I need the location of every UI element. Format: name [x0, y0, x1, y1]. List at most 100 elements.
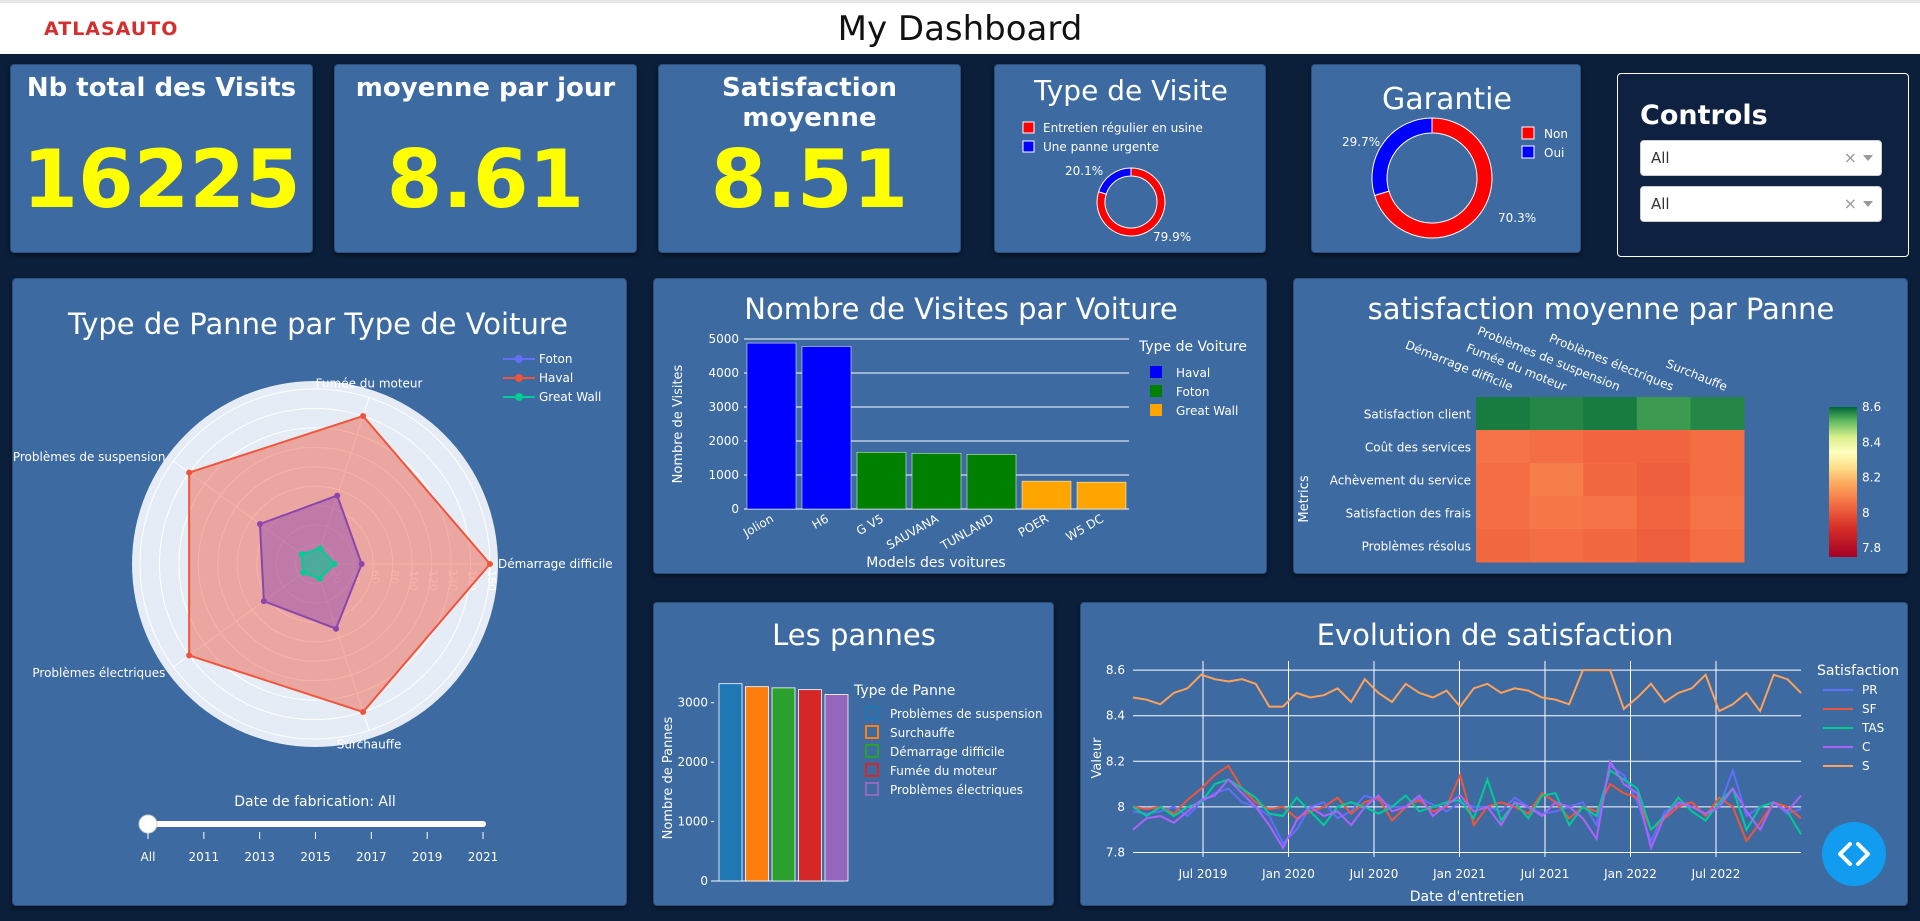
legend-marker[interactable]	[515, 374, 523, 382]
radar-point[interactable]	[487, 561, 493, 567]
heatmap-cell[interactable]	[1583, 397, 1638, 431]
filter-select-2[interactable]: All ×	[1640, 186, 1882, 222]
chevron-down-icon[interactable]	[1863, 155, 1873, 161]
donut-slice[interactable]	[1096, 167, 1166, 237]
radar-point[interactable]	[360, 708, 367, 715]
heatmap-cell[interactable]	[1583, 463, 1638, 497]
legend-swatch[interactable]	[1150, 366, 1162, 378]
bar[interactable]	[856, 451, 907, 510]
slider-tick-label[interactable]: 2015	[300, 850, 331, 864]
radar-point[interactable]	[186, 652, 193, 659]
heatmap-cell[interactable]	[1583, 496, 1638, 530]
radar-point[interactable]	[260, 598, 267, 605]
legend-label[interactable]: Fumée du moteur	[890, 764, 997, 778]
bar[interactable]	[1076, 481, 1127, 510]
legend-label[interactable]: Démarrage difficile	[890, 745, 1005, 759]
legend-marker[interactable]	[515, 393, 523, 401]
legend-swatch[interactable]	[865, 725, 879, 739]
heatmap-cell[interactable]	[1636, 430, 1691, 464]
legend-swatch[interactable]	[1022, 140, 1035, 153]
donut-slice[interactable]	[1371, 117, 1433, 197]
radar-point[interactable]	[358, 561, 365, 567]
radar-point[interactable]	[334, 492, 341, 499]
radar-series-great-wall[interactable]	[300, 547, 336, 580]
slider-tick-label[interactable]: 2011	[189, 850, 220, 864]
radar-point[interactable]	[298, 551, 305, 558]
legend-non[interactable]: Non	[1544, 127, 1568, 141]
series-line-s[interactable]	[1132, 669, 1802, 714]
series-line-tas[interactable]	[1132, 768, 1802, 835]
bar[interactable]	[745, 686, 769, 882]
legend-label[interactable]: C	[1862, 740, 1870, 754]
heatmap-cell[interactable]	[1476, 463, 1531, 497]
legend-swatch[interactable]	[865, 744, 879, 758]
radar-point[interactable]	[331, 561, 338, 567]
slider-tick-label[interactable]: 2017	[356, 850, 387, 864]
donut-slice[interactable]	[1097, 167, 1132, 195]
heatmap-cell[interactable]	[1529, 430, 1584, 464]
legend-label[interactable]: PR	[1862, 683, 1878, 697]
clear-icon[interactable]: ×	[1843, 194, 1857, 213]
heatmap-cell[interactable]	[1476, 529, 1531, 563]
legend-oui[interactable]: Oui	[1544, 146, 1564, 160]
bar[interactable]	[771, 687, 796, 882]
heatmap-cell[interactable]	[1636, 463, 1691, 497]
legend-label[interactable]: Haval	[539, 371, 573, 385]
clear-icon[interactable]: ×	[1843, 148, 1857, 167]
legend-label[interactable]: Haval	[1176, 366, 1210, 380]
radar-point[interactable]	[316, 575, 323, 582]
type-visite-donut[interactable]	[1096, 167, 1166, 237]
bar[interactable]	[801, 346, 852, 510]
radar-point[interactable]	[360, 413, 367, 420]
bar[interactable]	[1021, 480, 1072, 510]
legend-label[interactable]: SF	[1862, 702, 1877, 716]
legend-label[interactable]: S	[1862, 759, 1870, 773]
legend-label[interactable]: Problèmes électriques	[890, 783, 1023, 797]
heatmap-cell[interactable]	[1529, 496, 1584, 530]
slider-tick-label[interactable]: 2021	[468, 850, 499, 864]
legend-swatch[interactable]	[1022, 121, 1035, 134]
legend-swatch[interactable]	[1521, 145, 1535, 159]
legend-label[interactable]: Foton	[539, 352, 572, 366]
legend-entretien[interactable]: Entretien régulier en usine	[1043, 121, 1203, 135]
filter-select-1[interactable]: All ×	[1640, 140, 1882, 176]
heatmap-cell[interactable]	[1529, 529, 1584, 563]
legend-label[interactable]: Great Wall	[1176, 404, 1238, 418]
slider-tick-label[interactable]: 2019	[412, 850, 443, 864]
heatmap-cell[interactable]	[1476, 430, 1531, 464]
radar-series-haval[interactable]	[188, 414, 492, 714]
heatmap-cell[interactable]	[1476, 496, 1531, 530]
heatmap-cell[interactable]	[1690, 463, 1745, 497]
heatmap-cell[interactable]	[1636, 397, 1691, 431]
heatmap-cell[interactable]	[1583, 529, 1638, 563]
heatmap-cell[interactable]	[1529, 397, 1584, 431]
code-toggle-button[interactable]	[1822, 822, 1886, 886]
donut-slice[interactable]	[1373, 117, 1493, 239]
bar[interactable]	[798, 689, 822, 882]
legend-swatch[interactable]	[865, 782, 879, 796]
heatmap-cell[interactable]	[1476, 397, 1531, 431]
heatmap-cell[interactable]	[1636, 496, 1691, 530]
slider-tick-label[interactable]: All	[141, 850, 156, 864]
legend-label[interactable]: Foton	[1176, 385, 1209, 399]
legend-swatch[interactable]	[865, 763, 879, 777]
bar[interactable]	[718, 683, 743, 882]
radar-point[interactable]	[317, 545, 324, 552]
bar[interactable]	[746, 342, 797, 510]
legend-label[interactable]: Great Wall	[539, 390, 601, 404]
heatmap-cell[interactable]	[1636, 529, 1691, 563]
legend-swatch[interactable]	[1150, 404, 1162, 416]
radar-point[interactable]	[333, 625, 340, 632]
atlasauto-logo[interactable]: ATLASAUTO	[44, 15, 184, 43]
legend-label[interactable]: Surchauffe	[890, 726, 955, 740]
series-line-c[interactable]	[1132, 758, 1802, 852]
legend-label[interactable]: Problèmes de suspension	[890, 707, 1043, 721]
legend-label[interactable]: TAS	[1861, 721, 1884, 735]
heatmap-cell[interactable]	[1690, 397, 1745, 431]
radar-point[interactable]	[186, 469, 193, 476]
legend-swatch[interactable]	[865, 706, 879, 720]
legend-swatch[interactable]	[1521, 126, 1535, 140]
chevron-down-icon[interactable]	[1863, 201, 1873, 207]
heatmap-cell[interactable]	[1690, 430, 1745, 464]
garantie-donut[interactable]	[1371, 117, 1493, 239]
